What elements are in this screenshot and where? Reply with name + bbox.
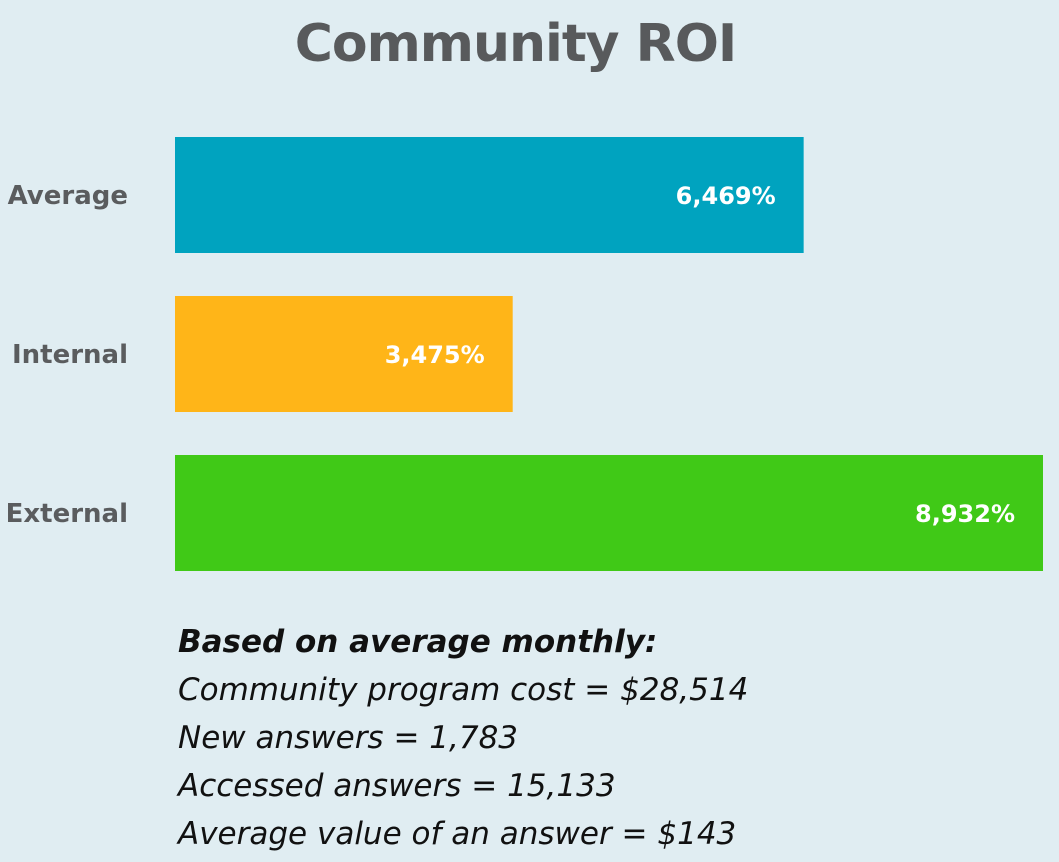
category-label-internal: Internal: [12, 340, 128, 370]
note-accessed-answers: Accessed answers = 15,133: [178, 768, 616, 804]
note-program-cost: Community program cost = $28,514: [178, 672, 749, 708]
value-label-average: 6,469%: [676, 182, 776, 210]
value-label-external: 8,932%: [915, 500, 1015, 528]
note-new-answers: New answers = 1,783: [178, 720, 519, 756]
bar-external: [175, 455, 1043, 571]
bar-internal: [175, 296, 513, 412]
notes-heading: Based on average monthly:: [178, 624, 658, 660]
category-label-average: Average: [8, 181, 128, 211]
chart-title: Community ROI: [294, 14, 738, 74]
value-label-internal: 3,475%: [385, 341, 485, 369]
notes-panel: Based on average monthly: Community prog…: [178, 618, 1038, 858]
category-label-external: External: [6, 499, 128, 529]
bar-chart: Average 6,469% Internal 3,475% External 8,932…: [6, 137, 1043, 571]
note-answer-value: Average value of an answer = $143: [178, 816, 737, 852]
bar-average: [175, 137, 804, 253]
